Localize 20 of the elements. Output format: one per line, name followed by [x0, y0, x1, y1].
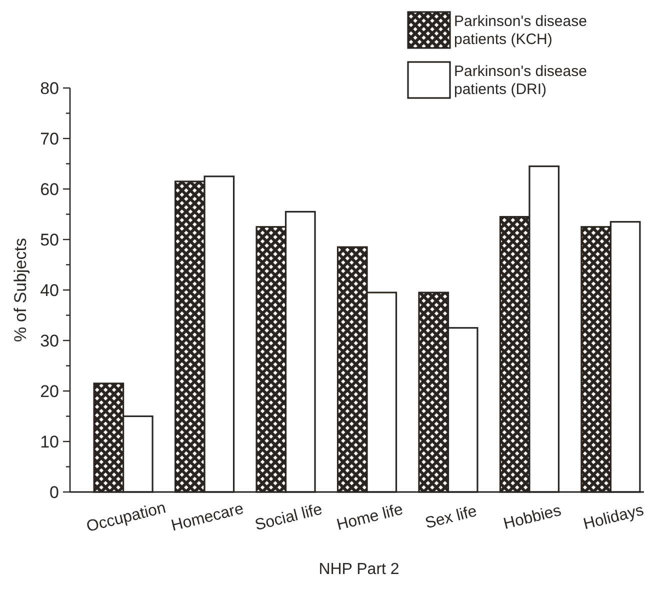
- y-tick-label: 20: [40, 382, 59, 401]
- x-tick-label: Sex life: [424, 503, 479, 532]
- x-tick-label: Hobbies: [502, 502, 563, 533]
- legend-label: Parkinson's disease patients (KCH): [454, 13, 587, 48]
- y-tick-label: 40: [40, 280, 59, 300]
- x-tick-label: Home life: [335, 501, 405, 534]
- y-tick-label: 10: [40, 432, 59, 452]
- x-tick-label: Homecare: [170, 500, 246, 535]
- y-tick-label: 80: [40, 78, 59, 98]
- x-tick-label: Occupation: [84, 500, 168, 536]
- y-tick-label: 30: [40, 331, 59, 350]
- y-tick-label: 70: [40, 129, 59, 148]
- x-axis-title: NHP Part 2: [318, 561, 400, 578]
- y-tick-label: 60: [40, 180, 59, 199]
- legend-label: Parkinson's disease patients (DRI): [454, 63, 587, 98]
- x-tick-label: Holidays: [582, 502, 646, 534]
- x-tick-label: Social life: [253, 501, 324, 534]
- y-tick-label: 50: [40, 230, 59, 250]
- y-tick-label: 0: [50, 482, 59, 502]
- y-axis-title: % of Subjects: [11, 238, 30, 342]
